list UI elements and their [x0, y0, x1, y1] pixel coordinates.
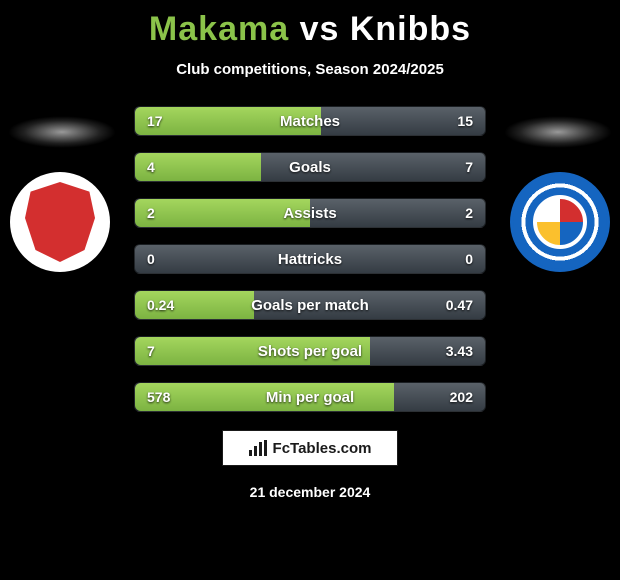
stat-value-right: 0.47 [446, 297, 473, 313]
subtitle: Club competitions, Season 2024/2025 [0, 61, 620, 78]
stat-fill [135, 337, 370, 365]
date-text: 21 december 2024 [0, 484, 620, 500]
comparison-card: Makama vs Knibbs Club competitions, Seas… [0, 0, 620, 580]
stat-value-right: 202 [450, 389, 473, 405]
stat-row: 0 Hattricks 0 [134, 244, 486, 274]
stat-value-left: 7 [147, 343, 155, 359]
stat-label: Hattricks [135, 251, 485, 268]
stat-value-left: 2 [147, 205, 155, 221]
player2-shadow [504, 116, 612, 148]
stat-value-left: 578 [147, 389, 170, 405]
stat-row: 4 Goals 7 [134, 152, 486, 182]
stat-fill [135, 199, 310, 227]
brand-bars-icon [249, 440, 267, 456]
stat-fill [135, 383, 394, 411]
page-title: Makama vs Knibbs [0, 10, 620, 49]
stats-list: 17 Matches 15 4 Goals 7 2 Assists 2 0 Ha… [134, 106, 486, 412]
player2-name: Knibbs [350, 10, 471, 48]
stat-value-left: 0 [147, 251, 155, 267]
stat-value-left: 0.24 [147, 297, 174, 313]
brand-badge: FcTables.com [222, 430, 398, 466]
player1-shadow [8, 116, 116, 148]
player1-club-crest [10, 172, 110, 272]
stat-row: 578 Min per goal 202 [134, 382, 486, 412]
vs-text: vs [300, 10, 340, 48]
stat-row: 0.24 Goals per match 0.47 [134, 290, 486, 320]
player1-name: Makama [149, 10, 289, 48]
stat-value-right: 2 [465, 205, 473, 221]
stat-value-right: 15 [457, 113, 473, 129]
stat-row: 7 Shots per goal 3.43 [134, 336, 486, 366]
brand-text: FcTables.com [273, 440, 372, 457]
stat-value-right: 3.43 [446, 343, 473, 359]
stat-value-right: 7 [465, 159, 473, 175]
stat-value-left: 17 [147, 113, 163, 129]
stat-value-right: 0 [465, 251, 473, 267]
stat-row: 2 Assists 2 [134, 198, 486, 228]
stat-row: 17 Matches 15 [134, 106, 486, 136]
player2-club-crest [510, 172, 610, 272]
stat-value-left: 4 [147, 159, 155, 175]
